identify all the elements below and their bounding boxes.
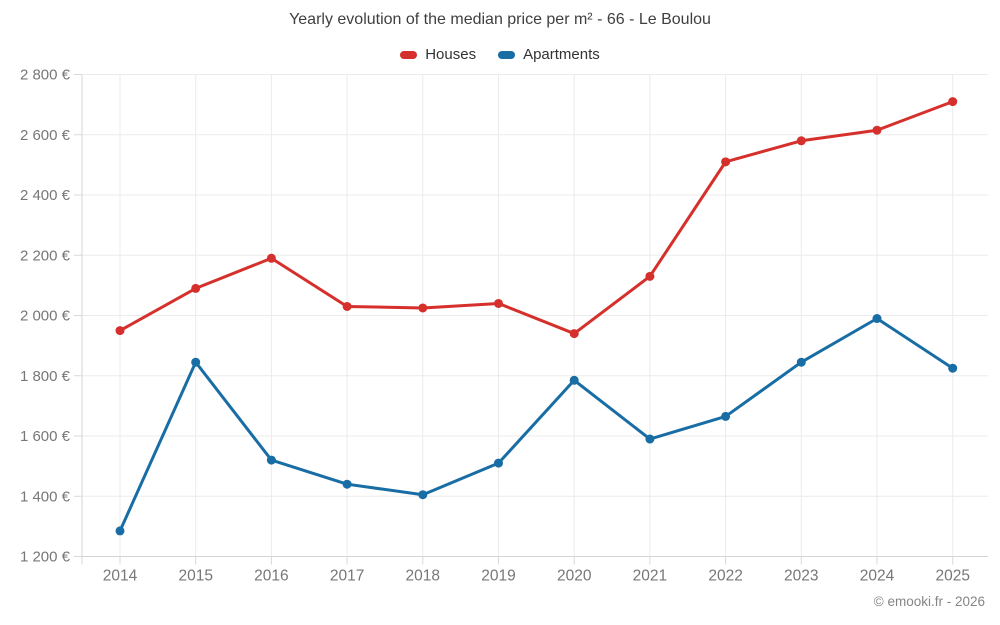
x-axis-label: 2018 (406, 568, 440, 585)
chart-title: Yearly evolution of the median price per… (289, 11, 711, 28)
houses-series-swatch-icon (400, 50, 418, 59)
data-point-apartments-2022[interactable] (721, 411, 731, 421)
data-point-houses-2016[interactable] (266, 253, 276, 263)
series-line-apartments (118, 317, 955, 533)
data-point-houses-2015[interactable] (191, 283, 201, 293)
x-axis-label: 2025 (935, 568, 969, 585)
data-point-houses-2022[interactable] (721, 157, 731, 167)
x-axis-label: 2017 (330, 568, 364, 585)
data-point-houses-2014[interactable] (115, 326, 125, 336)
data-point-houses-2025[interactable] (948, 97, 958, 107)
x-axis-label: 2022 (708, 568, 742, 585)
x-axis-label: 2014 (103, 568, 138, 585)
y-axis-label: 2 600 € (20, 127, 71, 144)
series-line-houses (118, 100, 955, 336)
data-point-apartments-2019[interactable] (494, 458, 503, 468)
y-axis-label: 1 400 € (20, 488, 71, 505)
x-axis-label: 2021 (633, 568, 667, 585)
data-point-houses-2023[interactable] (796, 136, 806, 146)
x-axis-label: 2020 (557, 568, 592, 585)
data-point-apartments-2016[interactable] (266, 455, 276, 465)
data-point-houses-2018[interactable] (418, 303, 428, 313)
legend-item-houses[interactable]: Houses (400, 46, 476, 63)
y-axis-label: 1 200 € (20, 549, 71, 566)
y-axis-label: 2 800 € (20, 67, 71, 84)
x-axis-label: 2024 (860, 568, 895, 585)
data-point-apartments-2014[interactable] (115, 526, 125, 536)
apartments-series-swatch-icon (498, 50, 516, 59)
legend-label-houses: Houses (425, 46, 477, 63)
y-axis-label: 1 600 € (20, 428, 71, 445)
data-point-houses-2017[interactable] (342, 301, 352, 311)
data-point-apartments-2025[interactable] (948, 363, 958, 373)
legend-item-apartments[interactable]: Apartments (498, 46, 600, 63)
data-point-apartments-2017[interactable] (342, 479, 352, 489)
x-axis-label: 2015 (178, 568, 212, 585)
x-axis-label: 2019 (481, 568, 515, 585)
y-axis-label: 2 400 € (20, 187, 71, 204)
legend: Houses Apartments (0, 46, 1000, 63)
y-axis-label: 2 000 € (20, 308, 71, 325)
x-axis-label: 2023 (784, 568, 818, 585)
y-axis-label: 1 800 € (20, 368, 71, 385)
data-point-houses-2024[interactable] (872, 125, 882, 135)
legend-label-apartments: Apartments (523, 46, 600, 63)
x-axis-label: 2016 (254, 568, 288, 585)
copyright-footer: © emooki.fr - 2026 (873, 594, 985, 609)
data-point-apartments-2023[interactable] (796, 357, 806, 367)
data-point-apartments-2018[interactable] (418, 490, 428, 500)
data-point-apartments-2020[interactable] (569, 375, 579, 385)
data-point-houses-2020[interactable] (569, 329, 579, 339)
data-point-apartments-2024[interactable] (872, 314, 882, 324)
data-point-apartments-2015[interactable] (191, 357, 201, 367)
data-point-houses-2019[interactable] (494, 298, 503, 308)
data-point-apartments-2021[interactable] (645, 434, 655, 444)
data-point-houses-2021[interactable] (645, 271, 655, 281)
y-axis-label: 2 200 € (20, 247, 71, 264)
